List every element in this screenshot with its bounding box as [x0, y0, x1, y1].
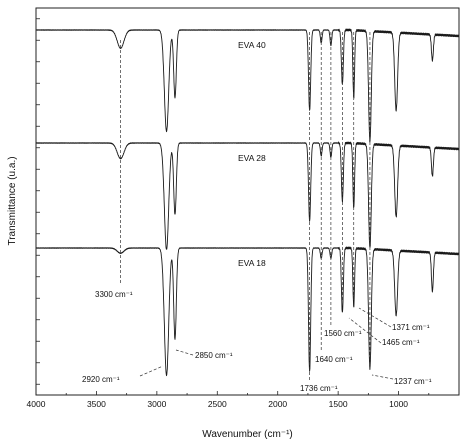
spectrum-line-eva-18: [35, 246, 460, 377]
series-label: EVA 40: [238, 40, 266, 50]
series-label: EVA 28: [238, 153, 266, 163]
x-tick-label: 3500: [87, 399, 106, 409]
series-label: EVA 18: [238, 258, 266, 268]
x-tick-label: 1500: [329, 399, 348, 409]
x-axis-label: Wavenumber (cm⁻¹): [202, 429, 292, 440]
x-tick-label: 1000: [389, 399, 408, 409]
spectrum-line-eva-40: [35, 28, 460, 143]
annotation-arrow: [348, 317, 382, 344]
x-tick-label: 2500: [208, 399, 227, 409]
peak-annotation-label: 3300 cm⁻¹: [95, 290, 133, 299]
peak-annotation-label: 1640 cm⁻¹: [315, 355, 353, 364]
x-tick-label: 2000: [268, 399, 287, 409]
annotation-arrow: [358, 307, 392, 328]
peak-annotation-label: 2850 cm⁻¹: [195, 351, 233, 360]
peak-annotation-label: 1736 cm⁻¹: [300, 384, 338, 393]
x-tick-label: 4000: [27, 399, 46, 409]
annotation-arrow: [139, 365, 164, 377]
spectrum-line-eva-28: [35, 141, 460, 250]
annotation-arrow: [371, 374, 394, 380]
peak-annotation-label: 1560 cm⁻¹: [324, 329, 362, 338]
annotation-arrow: [175, 349, 194, 356]
peak-annotation-label: 1237 cm⁻¹: [394, 377, 432, 386]
y-axis-label: Transmittance (u.a.): [7, 156, 18, 245]
peak-annotation-label: 2920 cm⁻¹: [82, 375, 120, 384]
x-tick-label: 3000: [147, 399, 166, 409]
peak-annotation-label: 1371 cm⁻¹: [392, 323, 430, 332]
peak-annotation-label: 1465 cm⁻¹: [382, 338, 420, 347]
